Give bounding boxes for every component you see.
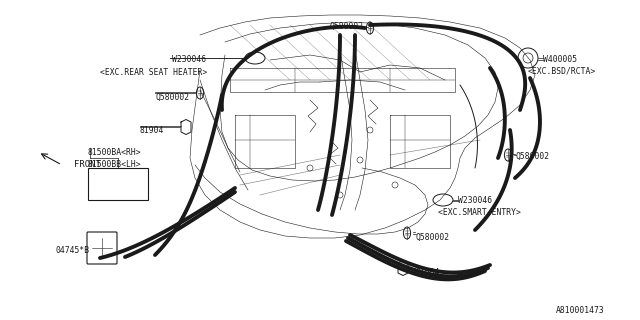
Text: Q580002: Q580002 xyxy=(156,93,190,102)
Text: 81904: 81904 xyxy=(140,126,164,135)
Text: FRONT: FRONT xyxy=(74,160,101,169)
Text: <EXC.BSD/RCTA>: <EXC.BSD/RCTA> xyxy=(528,67,596,76)
Text: Q580002: Q580002 xyxy=(330,22,364,31)
Text: A810001473: A810001473 xyxy=(556,306,605,315)
Text: <EXC.SMART ENTRY>: <EXC.SMART ENTRY> xyxy=(438,208,521,217)
Text: Q580002: Q580002 xyxy=(516,152,550,161)
Text: Q580002: Q580002 xyxy=(416,233,450,242)
Text: 81904: 81904 xyxy=(416,268,440,277)
Text: W400005: W400005 xyxy=(543,55,577,64)
Text: 04745*B: 04745*B xyxy=(56,246,90,255)
Text: W230046: W230046 xyxy=(458,196,492,205)
Text: 81500BA<RH>: 81500BA<RH> xyxy=(88,148,141,157)
Text: <EXC.REAR SEAT HEATER>: <EXC.REAR SEAT HEATER> xyxy=(100,68,207,77)
Text: 81500BB<LH>: 81500BB<LH> xyxy=(88,160,141,169)
Text: W230046: W230046 xyxy=(172,55,206,64)
